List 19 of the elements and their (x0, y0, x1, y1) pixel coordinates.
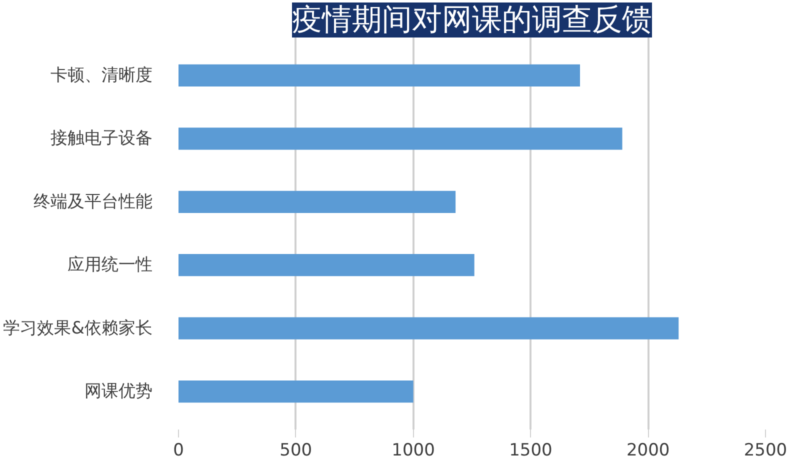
chart-title: 疫情期间对网课的调查反馈 (292, 2, 652, 38)
y-tick-label: 应用统一性 (68, 255, 152, 276)
bar (178, 128, 622, 150)
bar (178, 254, 474, 276)
x-tick-label: 2500 (744, 440, 788, 458)
x-tick-label: 0 (173, 440, 184, 458)
y-tick-label: 接触电子设备 (50, 128, 152, 149)
x-tick-label: 1000 (392, 440, 435, 458)
bar (178, 190, 456, 213)
y-tick-label: 网课优势 (84, 382, 152, 402)
bar (178, 380, 414, 403)
y-tick-label: 终端及平台性能 (34, 192, 152, 212)
x-tick-label: 2000 (626, 440, 670, 458)
y-tick-label: 学习效果&依赖家长 (3, 318, 153, 338)
bar (178, 317, 679, 340)
y-tick-label: 卡顿、清晰度 (50, 65, 152, 86)
x-tick-label: 1500 (509, 440, 552, 458)
bar (178, 64, 580, 86)
x-tick-label: 500 (280, 440, 312, 458)
